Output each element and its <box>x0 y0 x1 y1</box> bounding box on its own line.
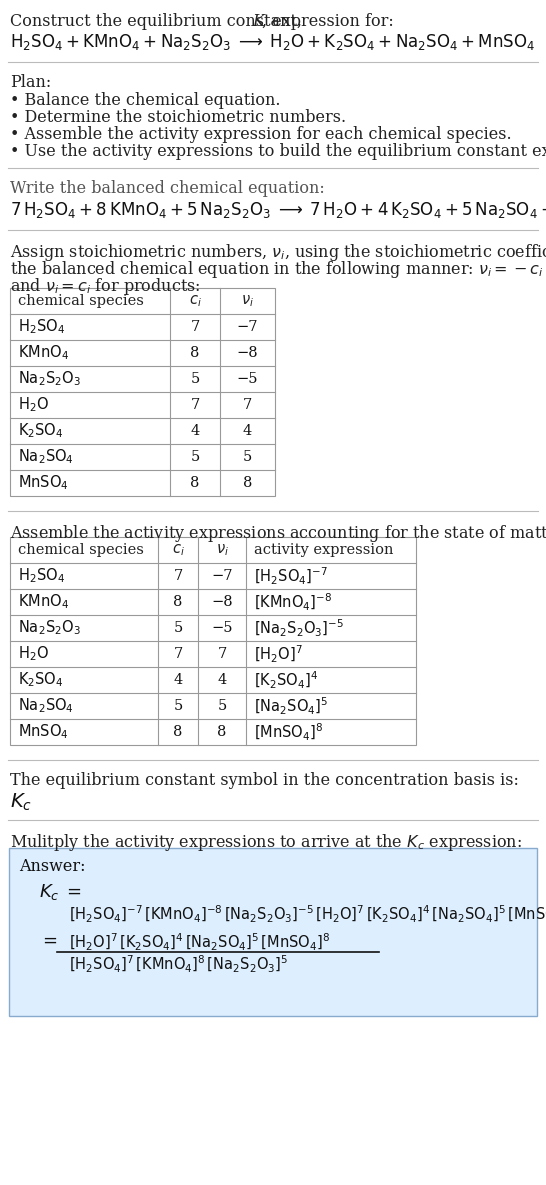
Text: chemical species: chemical species <box>18 294 144 308</box>
Text: $\mathregular{[H_2SO_4]^{-7}}$: $\mathregular{[H_2SO_4]^{-7}}$ <box>254 565 328 587</box>
Text: $\mathregular{[KMnO_4]^{-8}}$: $\mathregular{[KMnO_4]^{-8}}$ <box>254 591 332 613</box>
Text: $\mathregular{Na_2S_2O_3}$: $\mathregular{Na_2S_2O_3}$ <box>18 370 81 389</box>
Text: Construct the equilibrium constant,: Construct the equilibrium constant, <box>10 13 307 30</box>
Text: $\mathregular{[K_2SO_4]^{4}}$: $\mathregular{[K_2SO_4]^{4}}$ <box>254 670 318 691</box>
Text: chemical species: chemical species <box>18 543 144 557</box>
Text: $\mathregular{Na_2SO_4}$: $\mathregular{Na_2SO_4}$ <box>18 697 74 716</box>
Text: 7: 7 <box>243 398 252 412</box>
Text: Mulitply the activity expressions to arrive at the $K_c$ expression:: Mulitply the activity expressions to arr… <box>10 832 522 853</box>
Text: $\mathregular{[Na_2SO_4]^{5}}$: $\mathregular{[Na_2SO_4]^{5}}$ <box>254 696 328 717</box>
Text: $\mathregular{Na_2SO_4}$: $\mathregular{Na_2SO_4}$ <box>18 448 74 467</box>
Text: $\mathregular{H_2O}$: $\mathregular{H_2O}$ <box>18 645 49 664</box>
Text: 8: 8 <box>217 725 227 739</box>
FancyBboxPatch shape <box>9 848 537 1016</box>
Text: 5: 5 <box>243 450 252 465</box>
Text: 7: 7 <box>191 398 200 412</box>
Text: −7: −7 <box>237 320 258 334</box>
Text: $\nu_i$: $\nu_i$ <box>216 543 228 558</box>
Text: • Use the activity expressions to build the equilibrium constant expression.: • Use the activity expressions to build … <box>10 143 546 160</box>
Text: −7: −7 <box>211 569 233 583</box>
Text: Plan:: Plan: <box>10 73 51 91</box>
Text: $\mathregular{MnSO_4}$: $\mathregular{MnSO_4}$ <box>18 474 69 492</box>
Text: 7: 7 <box>174 647 182 661</box>
Text: $K_c$: $K_c$ <box>10 792 32 813</box>
Text: $\mathregular{7\,H_2SO_4 + 8\,KMnO_4 + 5\,Na_2S_2O_3}$$\;\mathregular{\longright: $\mathregular{7\,H_2SO_4 + 8\,KMnO_4 + 5… <box>10 200 546 220</box>
Text: $\mathregular{H_2O}$: $\mathregular{H_2O}$ <box>18 396 49 415</box>
Text: $\nu_i$: $\nu_i$ <box>241 293 254 309</box>
Text: 4: 4 <box>217 673 227 687</box>
Text: $\mathregular{K_2SO_4}$: $\mathregular{K_2SO_4}$ <box>18 422 63 441</box>
Text: $c_i$: $c_i$ <box>171 543 185 558</box>
Text: 5: 5 <box>191 450 200 465</box>
Text: 8: 8 <box>243 476 252 491</box>
Text: $\mathregular{KMnO_4}$: $\mathregular{KMnO_4}$ <box>18 592 69 611</box>
Text: $=$: $=$ <box>39 931 58 949</box>
Text: activity expression: activity expression <box>254 543 394 557</box>
Text: 5: 5 <box>191 372 200 386</box>
Text: K: K <box>252 13 264 30</box>
Text: 7: 7 <box>217 647 227 661</box>
Bar <box>10 537 416 745</box>
Text: $\mathregular{[H_2O]^{7}}$: $\mathregular{[H_2O]^{7}}$ <box>254 643 303 665</box>
Text: $\mathregular{Na_2S_2O_3}$: $\mathregular{Na_2S_2O_3}$ <box>18 619 81 638</box>
Text: $K_c\;=$: $K_c\;=$ <box>39 882 82 902</box>
Text: 5: 5 <box>174 621 182 635</box>
Text: $\mathregular{KMnO_4}$: $\mathregular{KMnO_4}$ <box>18 344 69 363</box>
Text: $\mathregular{K_2SO_4}$: $\mathregular{K_2SO_4}$ <box>18 671 63 690</box>
Text: $c_i$: $c_i$ <box>188 293 201 309</box>
Text: $\mathregular{MnSO_4}$: $\mathregular{MnSO_4}$ <box>18 723 69 742</box>
Text: $\mathregular{H_2SO_4}$: $\mathregular{H_2SO_4}$ <box>18 566 65 585</box>
Text: , expression for:: , expression for: <box>262 13 394 30</box>
Text: $\mathregular{[H_2SO_4]^{-7}\,[KMnO_4]^{-8}\,[Na_2S_2O_3]^{-5}\,[H_2O]^{7}\,[K_2: $\mathregular{[H_2SO_4]^{-7}\,[KMnO_4]^{… <box>69 904 546 925</box>
Text: $\mathregular{H_2SO_4}$: $\mathregular{H_2SO_4}$ <box>18 318 65 337</box>
Text: Write the balanced chemical equation:: Write the balanced chemical equation: <box>10 180 325 197</box>
Text: • Assemble the activity expression for each chemical species.: • Assemble the activity expression for e… <box>10 126 512 143</box>
Text: 8: 8 <box>173 725 183 739</box>
Text: Assemble the activity expressions accounting for the state of matter and $\nu_i$: Assemble the activity expressions accoun… <box>10 523 546 544</box>
Text: 8: 8 <box>191 476 200 491</box>
Text: −5: −5 <box>211 621 233 635</box>
Text: The equilibrium constant symbol in the concentration basis is:: The equilibrium constant symbol in the c… <box>10 771 519 789</box>
Text: 7: 7 <box>191 320 200 334</box>
Text: Answer:: Answer: <box>19 858 86 875</box>
Text: $\mathregular{[Na_2S_2O_3]^{-5}}$: $\mathregular{[Na_2S_2O_3]^{-5}}$ <box>254 617 344 639</box>
Text: the balanced chemical equation in the following manner: $\nu_i = -c_i$ for react: the balanced chemical equation in the fo… <box>10 260 546 280</box>
Text: • Balance the chemical equation.: • Balance the chemical equation. <box>10 92 281 109</box>
Text: 7: 7 <box>174 569 182 583</box>
Text: 8: 8 <box>191 346 200 360</box>
Bar <box>10 288 275 497</box>
Text: 4: 4 <box>174 673 182 687</box>
Text: 4: 4 <box>243 424 252 438</box>
Text: 5: 5 <box>217 699 227 713</box>
Text: 4: 4 <box>191 424 200 438</box>
Text: −8: −8 <box>236 346 258 360</box>
Text: Assign stoichiometric numbers, $\nu_i$, using the stoichiometric coefficients, $: Assign stoichiometric numbers, $\nu_i$, … <box>10 242 546 263</box>
Text: 8: 8 <box>173 595 183 609</box>
Text: $\mathregular{H_2SO_4 + KMnO_4 + Na_2S_2O_3}$$\;\mathregular{\longrightarrow\;}$: $\mathregular{H_2SO_4 + KMnO_4 + Na_2S_2… <box>10 32 535 52</box>
Text: 5: 5 <box>174 699 182 713</box>
Text: −5: −5 <box>237 372 258 386</box>
Text: $\mathregular{[H_2SO_4]^{7}\,[KMnO_4]^{8}\,[Na_2S_2O_3]^{5}}$: $\mathregular{[H_2SO_4]^{7}\,[KMnO_4]^{8… <box>69 954 288 975</box>
Text: −8: −8 <box>211 595 233 609</box>
Text: and $\nu_i = c_i$ for products:: and $\nu_i = c_i$ for products: <box>10 276 200 297</box>
Text: $\mathregular{[MnSO_4]^{8}}$: $\mathregular{[MnSO_4]^{8}}$ <box>254 722 323 743</box>
Text: $\mathregular{[H_2O]^{7}\,[K_2SO_4]^{4}\,[Na_2SO_4]^{5}\,[MnSO_4]^{8}}$: $\mathregular{[H_2O]^{7}\,[K_2SO_4]^{4}\… <box>69 931 330 953</box>
Text: • Determine the stoichiometric numbers.: • Determine the stoichiometric numbers. <box>10 109 346 126</box>
